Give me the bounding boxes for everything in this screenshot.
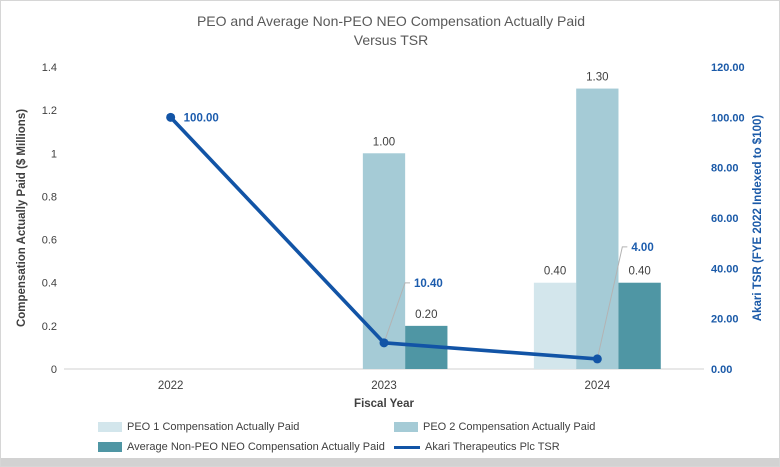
legend-item-tsr: Akari Therapeutics Plc TSR — [394, 441, 595, 453]
legend-item-peo1: PEO 1 Compensation Actually Paid — [98, 421, 394, 433]
bar-data-label: 0.40 — [628, 266, 650, 278]
bar-data-label: 1.30 — [586, 72, 608, 84]
right-axis-tick-label: 0.00 — [711, 364, 732, 376]
data-label-leader-line — [383, 282, 410, 343]
legend-label-tsr: Akari Therapeutics Plc TSR — [425, 441, 560, 453]
right-axis-tick-label: 100.00 — [711, 112, 745, 124]
right-axis-tick-label: 60.00 — [711, 213, 739, 225]
legend-label-avg-neo: Average Non-PEO NEO Compensation Actuall… — [127, 441, 385, 453]
data-label-leader-line — [596, 246, 628, 360]
tsr-data-point-marker — [592, 354, 602, 364]
left-axis-tick-label: 0.6 — [42, 235, 57, 247]
left-axis-tick-label: 1 — [51, 148, 57, 160]
window-bottom-strip — [1, 458, 779, 466]
legend-item-peo2: PEO 2 Compensation Actually Paid — [394, 421, 595, 433]
legend-label-peo2: PEO 2 Compensation Actually Paid — [423, 421, 596, 433]
bar-peo-2-compensation-actually-paid — [362, 153, 406, 369]
legend-swatch-avg-neo-icon — [98, 442, 122, 452]
left-axis-tick-label: 0.4 — [42, 278, 57, 290]
bar-peo-2-compensation-actually-paid — [576, 88, 619, 370]
bar-average-non-peo-neo-compensation-actually-paid — [618, 282, 661, 369]
tsr-data-label: 100.00 — [184, 112, 219, 124]
right-axis-tick-label: 20.00 — [711, 314, 739, 326]
right-axis-tick-label: 120.00 — [711, 62, 745, 74]
bar-data-label: 0.20 — [415, 309, 437, 321]
chart-legend: PEO 1 Compensation Actually Paid PEO 2 C… — [98, 421, 595, 453]
bar-data-label: 0.40 — [544, 266, 566, 278]
chart-title-line2: Versus TSR — [353, 32, 429, 48]
right-axis-tick-label: 80.00 — [711, 163, 739, 175]
tsr-data-label: 10.40 — [414, 278, 443, 290]
tsr-data-point-marker — [166, 112, 176, 122]
left-axis-tick-label: 0.8 — [42, 191, 57, 203]
tsr-data-label: 4.00 — [631, 242, 653, 254]
legend-item-avg-neo: Average Non-PEO NEO Compensation Actuall… — [98, 441, 394, 453]
chart-title: PEO and Average Non-PEO NEO Compensation… — [1, 12, 779, 50]
right-axis-title: Akari TSR (FYE 2022 Indexed to $100) — [752, 115, 764, 322]
legend-swatch-peo1-icon — [98, 422, 122, 432]
bar-data-label: 1.00 — [373, 136, 395, 148]
x-axis-category-label: 2022 — [158, 380, 184, 392]
left-axis-tick-label: 0 — [51, 364, 57, 376]
left-axis-title: Compensation Actually Paid ($ Millions) — [16, 109, 28, 327]
legend-swatch-tsr-line-icon — [394, 445, 420, 449]
x-axis-title: Fiscal Year — [354, 398, 414, 410]
left-axis-tick-label: 0.2 — [42, 321, 57, 333]
legend-label-peo1: PEO 1 Compensation Actually Paid — [127, 421, 300, 433]
combo-chart-plot-area: 0.40 1.00 1.30 0.20 0.40 100.00 10.40 4.00 0 0.2 0… — [16, 62, 764, 410]
x-axis-category-label: 2024 — [585, 380, 611, 392]
tsr-data-point-marker — [379, 338, 389, 348]
chart-title-line1: PEO and Average Non-PEO NEO Compensation… — [196, 13, 586, 29]
legend-swatch-peo2-icon — [394, 422, 418, 432]
right-axis-tick-label: 40.00 — [711, 263, 739, 275]
left-axis-tick-label: 1.2 — [42, 105, 57, 117]
x-axis-category-label: 2023 — [371, 380, 397, 392]
left-axis-tick-label: 1.4 — [42, 62, 57, 74]
